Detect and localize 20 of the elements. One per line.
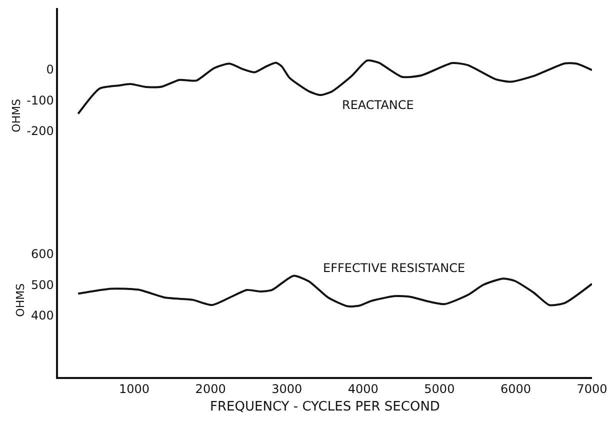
- line-series: [77, 274, 592, 308]
- y-axis-title: OHMS: [14, 283, 28, 317]
- y-tick-label: 500: [30, 278, 54, 292]
- y-axis-title: OHMS: [10, 98, 23, 132]
- y-tick-label: 600: [30, 247, 54, 262]
- annotation: EFFECTIVE RESISTANCE: [323, 261, 466, 275]
- x-tick-label: 7000: [576, 382, 608, 396]
- x-tick-label: 3000: [272, 382, 302, 396]
- annotation: REACTANCE: [342, 98, 414, 112]
- x-tick-label: 6000: [500, 382, 531, 396]
- line-series: [77, 60, 592, 115]
- x-tick-label: 2000: [195, 382, 226, 396]
- x-tick-label: 5000: [424, 382, 455, 396]
- y-tick-label: -100: [26, 93, 54, 108]
- y-tick-label: 400: [30, 308, 54, 323]
- y-tick-label: -200: [26, 124, 54, 138]
- y-tick-label: 0: [46, 62, 54, 77]
- x-tick-label: 4000: [348, 382, 378, 396]
- x-tick-label: 1000: [119, 382, 150, 396]
- x-axis-title: FREQUENCY - CYCLES PER SECOND: [210, 399, 440, 414]
